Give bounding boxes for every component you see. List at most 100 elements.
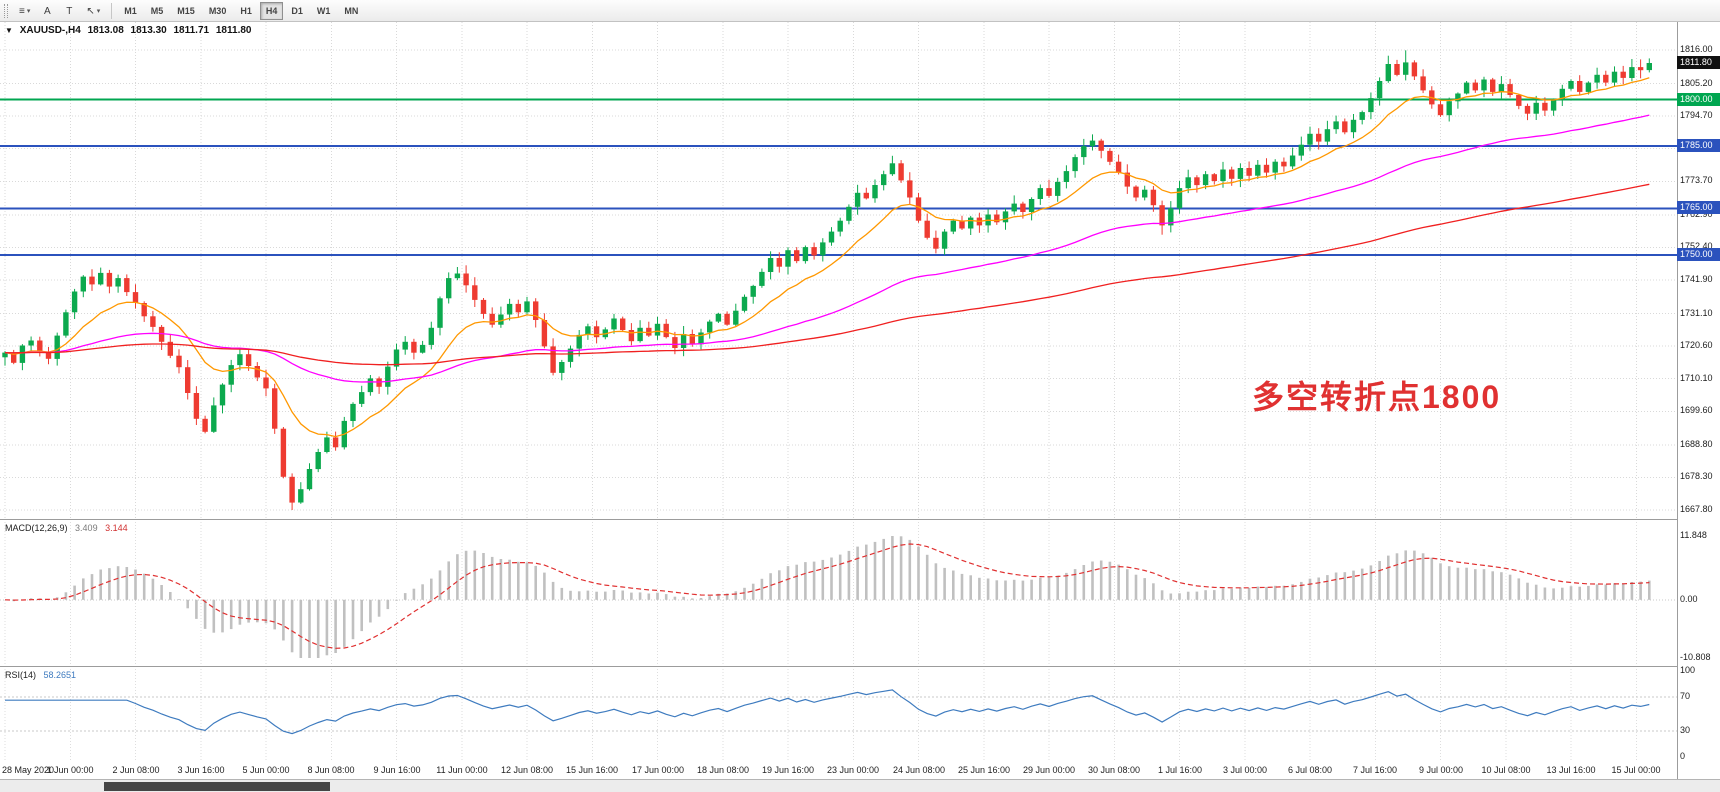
macd-axis-label: 0.00 bbox=[1680, 594, 1698, 604]
macd-histogram bbox=[12, 536, 1651, 658]
rsi-axis-label: 0 bbox=[1680, 751, 1686, 761]
price-axis-label: 1816.00 bbox=[1680, 44, 1713, 54]
macd-axis-label: 11.848 bbox=[1680, 530, 1707, 540]
price-axis-label: 1678.30 bbox=[1680, 471, 1713, 481]
time-axis-label: 28 May 2020 bbox=[2, 765, 55, 775]
chart-menu-button[interactable]: ≡ ▾ bbox=[14, 2, 35, 20]
text-label-tool-button[interactable]: T bbox=[59, 2, 79, 20]
time-axis-label: 7 Jul 16:00 bbox=[1352, 765, 1398, 775]
toolbar-timeframes-group: M1 M5 M15 M30 H1 H4 D1 W1 MN bbox=[117, 1, 365, 20]
chart-area: ▼ XAUUSD-,H4 1813.08 1813.30 1811.71 181… bbox=[0, 22, 1720, 792]
macd-signal-line bbox=[4, 543, 1650, 649]
chart-annotation-text: 多空转折点1800 bbox=[1252, 379, 1502, 415]
rsi-value: 58.2651 bbox=[43, 670, 77, 680]
timeframe-m30-button[interactable]: M30 bbox=[203, 2, 233, 20]
horizontal-levels-layer bbox=[0, 98, 1677, 256]
rsi-axis-label: 100 bbox=[1680, 665, 1696, 675]
current-price-badge: 1811.80 bbox=[1677, 56, 1720, 69]
timeframe-h4-button[interactable]: H4 bbox=[259, 2, 284, 20]
macd-grid-layer bbox=[4, 519, 1637, 666]
candles-layer bbox=[2, 50, 1652, 510]
price-axis-label: 1710.10 bbox=[1680, 373, 1713, 383]
toolbar-grip[interactable] bbox=[4, 3, 8, 18]
time-axis-label: 11 Jun 00:00 bbox=[436, 765, 488, 775]
macd-pane-canvas[interactable] bbox=[0, 519, 1677, 666]
pane-separator[interactable] bbox=[0, 666, 1720, 667]
timeframe-mn-button[interactable]: MN bbox=[338, 2, 364, 20]
symbol-dropdown-icon[interactable]: ▼ bbox=[5, 26, 13, 35]
timeframe-h1-button[interactable]: H1 bbox=[234, 2, 258, 20]
price-axis-label: 1720.60 bbox=[1680, 340, 1713, 350]
font-tool-button[interactable]: A bbox=[37, 2, 57, 20]
price-axis-label: 1741.90 bbox=[1680, 274, 1713, 284]
timeframe-d1-button[interactable]: D1 bbox=[285, 2, 309, 20]
ma-fast-orange-line bbox=[4, 77, 1650, 438]
time-axis-label: 30 Jun 08:00 bbox=[1087, 765, 1141, 775]
ma-slow-red-line bbox=[4, 183, 1650, 366]
price-axis-label: 1667.80 bbox=[1680, 504, 1713, 514]
price-axis-label: 1762.90 bbox=[1680, 209, 1713, 219]
time-axis-label: 15 Jul 00:00 bbox=[1611, 765, 1661, 775]
price-axis[interactable]: 1816.001805.201794.701784.201773.701762.… bbox=[1677, 22, 1720, 779]
ohlc-open: 1813.08 bbox=[87, 25, 124, 36]
text-label-tool-icon: T bbox=[66, 5, 73, 17]
caret-down-icon: ▾ bbox=[26, 8, 31, 16]
symbol-ohlc-line: ▼ XAUUSD-,H4 1813.08 1813.30 1811.71 181… bbox=[5, 25, 255, 36]
time-axis-label: 15 Jun 16:00 bbox=[565, 765, 619, 775]
time-axis-label: 3 Jun 16:00 bbox=[177, 765, 225, 775]
timeframe-m15-button[interactable]: M15 bbox=[171, 2, 201, 20]
time-axis-label: 1 Jul 16:00 bbox=[1157, 765, 1203, 775]
time-axis-label: 3 Jul 00:00 bbox=[1222, 765, 1268, 775]
timeframe-w1-button[interactable]: W1 bbox=[311, 2, 337, 20]
macd-label: MACD(12,26,9) bbox=[5, 523, 68, 533]
level-1750-badge: 1750.00 bbox=[1677, 248, 1720, 261]
toolbar: ≡ ▾ A T ↖ ▾ M1 M5 M15 M30 H1 H4 D1 W1 MN bbox=[0, 0, 1720, 22]
timeframe-m1-button[interactable]: M1 bbox=[118, 2, 143, 20]
timeframe-m5-button[interactable]: M5 bbox=[145, 2, 170, 20]
price-axis-label: 1688.80 bbox=[1680, 439, 1713, 449]
time-axis[interactable]: 28 May 2020 1 Jun 00:00 2 Jun 08:00 3 Jun 1… bbox=[0, 762, 1677, 779]
ohlc-low: 1811.71 bbox=[173, 25, 210, 36]
time-axis-label: 23 Jun 00:00 bbox=[826, 765, 880, 775]
symbol-name: XAUUSD-,H4 bbox=[19, 25, 81, 36]
font-tool-icon: A bbox=[44, 5, 51, 17]
level-1785-badge: 1785.00 bbox=[1677, 139, 1720, 152]
time-axis-label: 6 Jul 08:00 bbox=[1287, 765, 1333, 775]
main-grid-layer bbox=[0, 22, 1677, 519]
toolbar-separator bbox=[111, 2, 113, 19]
time-axis-label: 12 Jun 08:00 bbox=[500, 765, 554, 775]
rsi-axis-label: 30 bbox=[1680, 725, 1691, 735]
toolbar-tools-group: ≡ ▾ A T ↖ ▾ bbox=[13, 1, 106, 21]
time-axis-label: 19 Jun 16:00 bbox=[761, 765, 815, 775]
time-axis-label: 24 Jun 08:00 bbox=[892, 765, 946, 775]
rsi-indicator-label-line: RSI(14) 58.2651 bbox=[5, 670, 81, 680]
level-1765-badge: 1765.00 bbox=[1677, 201, 1720, 214]
time-axis-label: 5 Jun 00:00 bbox=[242, 765, 290, 775]
macd-axis-label: -10.808 bbox=[1680, 652, 1711, 662]
scrollbar-thumb[interactable] bbox=[104, 782, 330, 791]
ohlc-close: 1811.80 bbox=[215, 25, 252, 36]
time-axis-label: 18 Jun 08:00 bbox=[696, 765, 750, 775]
macd-value-main: 3.409 bbox=[75, 523, 98, 533]
cursor-tool-button[interactable]: ↖ ▾ bbox=[81, 2, 105, 20]
rsi-pane-canvas[interactable] bbox=[0, 666, 1677, 762]
price-axis-label: 1752.40 bbox=[1680, 241, 1713, 251]
time-axis-label: 1 Jun 00:00 bbox=[46, 765, 94, 775]
price-chart-canvas[interactable] bbox=[0, 22, 1677, 519]
rsi-axis-label: 70 bbox=[1680, 691, 1691, 701]
price-axis-label: 1773.70 bbox=[1680, 175, 1713, 185]
time-axis-label: 10 Jul 08:00 bbox=[1481, 765, 1531, 775]
rsi-line bbox=[5, 689, 1650, 735]
macd-indicator-label-line: MACD(12,26,9) 3.409 3.144 bbox=[5, 523, 133, 533]
macd-value-signal: 3.144 bbox=[105, 523, 128, 533]
price-axis-label: 1805.20 bbox=[1680, 78, 1713, 88]
time-axis-label: 2 Jun 08:00 bbox=[112, 765, 160, 775]
price-axis-label: 1731.10 bbox=[1680, 308, 1713, 318]
horizontal-scrollbar[interactable] bbox=[0, 779, 1720, 792]
price-axis-label: 1699.60 bbox=[1680, 405, 1713, 415]
pane-separator[interactable] bbox=[0, 519, 1720, 520]
level-1800-badge: 1800.00 bbox=[1677, 93, 1720, 106]
rsi-grid-layer bbox=[4, 666, 1637, 762]
cursor-tool-icon: ↖ bbox=[86, 5, 95, 17]
